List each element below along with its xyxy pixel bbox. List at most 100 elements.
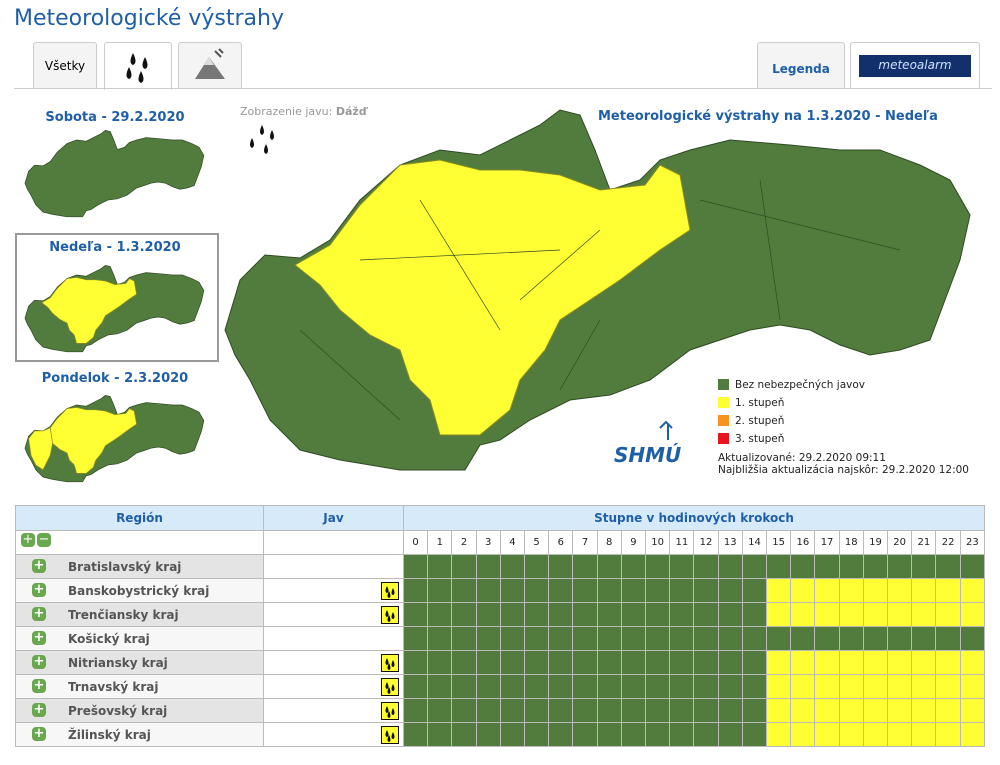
level-cell: [693, 698, 719, 723]
level-cell: [669, 674, 695, 699]
tab-all[interactable]: Všetky: [33, 42, 97, 89]
drop: [387, 710, 391, 718]
mini-map[interactable]: [24, 130, 205, 218]
level-cell: [838, 722, 864, 747]
level-cell: [596, 626, 622, 651]
expand-button[interactable]: +: [32, 630, 46, 645]
level-cell: [499, 602, 526, 627]
rain-warning-icon: [381, 581, 399, 600]
collapse-all[interactable]: −: [37, 532, 51, 547]
hour-label: 1: [427, 530, 453, 555]
level-cell: [548, 698, 574, 723]
level-cell: [524, 698, 550, 723]
level-cell: [766, 602, 792, 627]
level-cell: [645, 722, 671, 747]
level-cell: [669, 626, 695, 651]
level-cell: [959, 650, 986, 675]
level-cell: [475, 698, 501, 723]
drop: [391, 587, 395, 595]
level-cell: [838, 698, 864, 723]
level-cell: [572, 554, 598, 579]
tab-mountain[interactable]: [178, 42, 242, 89]
level-cell: [741, 554, 768, 579]
warnings-table: Región Jav Stupne v hodinových krokoch + −0…: [15, 505, 986, 747]
meteoalarm-link[interactable]: meteoalarm: [850, 42, 980, 89]
drop: [391, 659, 395, 667]
expand-button[interactable]: +: [32, 654, 46, 669]
level-cell: [741, 626, 768, 651]
rain-warning-icon: [381, 653, 399, 672]
level-cell: [790, 602, 816, 627]
level-cell: [620, 626, 647, 651]
display-label: Zobrazenie javu:: [240, 105, 333, 118]
tab-rain[interactable]: [104, 42, 172, 90]
hour-label: 3: [475, 530, 501, 555]
rain-warning-icon: [381, 605, 399, 624]
hour-label: 22: [935, 530, 961, 555]
level-cell: [935, 602, 961, 627]
level-cell: [887, 554, 913, 579]
drop: [387, 614, 391, 622]
legend-swatch: [718, 433, 729, 444]
phenomenon-cell: [263, 674, 404, 699]
level-cell: [790, 578, 816, 603]
level-cell: [766, 578, 792, 603]
level-cell: [402, 554, 429, 579]
level-cell: [402, 650, 429, 675]
legend-swatch: [718, 397, 729, 408]
drop: [391, 683, 395, 691]
level-cell: [766, 554, 792, 579]
region-row: + Žilinský kraj: [15, 722, 986, 747]
level-cell: [451, 698, 477, 723]
level-cell: [524, 602, 550, 627]
level-cell: [475, 722, 501, 747]
level-cell: [669, 698, 695, 723]
level-cell: [669, 578, 695, 603]
next-update: Najbližšia aktualizácia najskôr: 29.2.20…: [718, 464, 969, 476]
level-cell: [524, 674, 550, 699]
selected-day-box[interactable]: [15, 233, 219, 362]
rain-warning-icon: [381, 725, 399, 744]
expand-button[interactable]: +: [32, 726, 46, 741]
level-cell: [524, 626, 550, 651]
level-cell: [935, 698, 961, 723]
expand-all[interactable]: +: [21, 532, 35, 547]
level-cell: [572, 626, 598, 651]
level-cell: [911, 722, 937, 747]
level-cell: [814, 698, 840, 723]
hour-label: 13: [717, 530, 743, 555]
region-row: + Trnavský kraj: [15, 674, 986, 699]
level-cell: [959, 674, 986, 699]
level-cell: [935, 674, 961, 699]
rain-warning-icon: [381, 701, 399, 720]
level-cell: [499, 722, 526, 747]
level-cell: [499, 650, 526, 675]
level-cell: [959, 698, 986, 723]
tab-legend[interactable]: Legenda: [757, 42, 845, 89]
level-cell: [741, 650, 768, 675]
region-cell: + Trnavský kraj: [15, 674, 264, 699]
level-cell: [838, 578, 864, 603]
hour-label: 0: [402, 530, 429, 555]
expand-button[interactable]: +: [32, 606, 46, 621]
level-cell: [548, 578, 574, 603]
level-cell: [451, 626, 477, 651]
level-cell: [862, 578, 889, 603]
region-row: + Prešovský kraj: [15, 698, 986, 723]
mini-map[interactable]: [24, 395, 205, 483]
expand-button[interactable]: +: [32, 702, 46, 717]
mini-map[interactable]: [24, 265, 205, 353]
level-cell: [935, 650, 961, 675]
level-cell: [645, 650, 671, 675]
expand-button[interactable]: +: [32, 558, 46, 573]
level-cell: [790, 722, 816, 747]
level-cell: [862, 674, 889, 699]
level-cell: [427, 650, 453, 675]
hour-label: 23: [959, 530, 986, 555]
region-name: Trenčiansky kraj: [68, 607, 179, 622]
expand-button[interactable]: +: [32, 582, 46, 597]
expand-button[interactable]: +: [32, 678, 46, 693]
rain-icon: [126, 53, 148, 83]
region-row: + Banskobystrický kraj: [15, 578, 986, 603]
level-cell: [717, 626, 743, 651]
